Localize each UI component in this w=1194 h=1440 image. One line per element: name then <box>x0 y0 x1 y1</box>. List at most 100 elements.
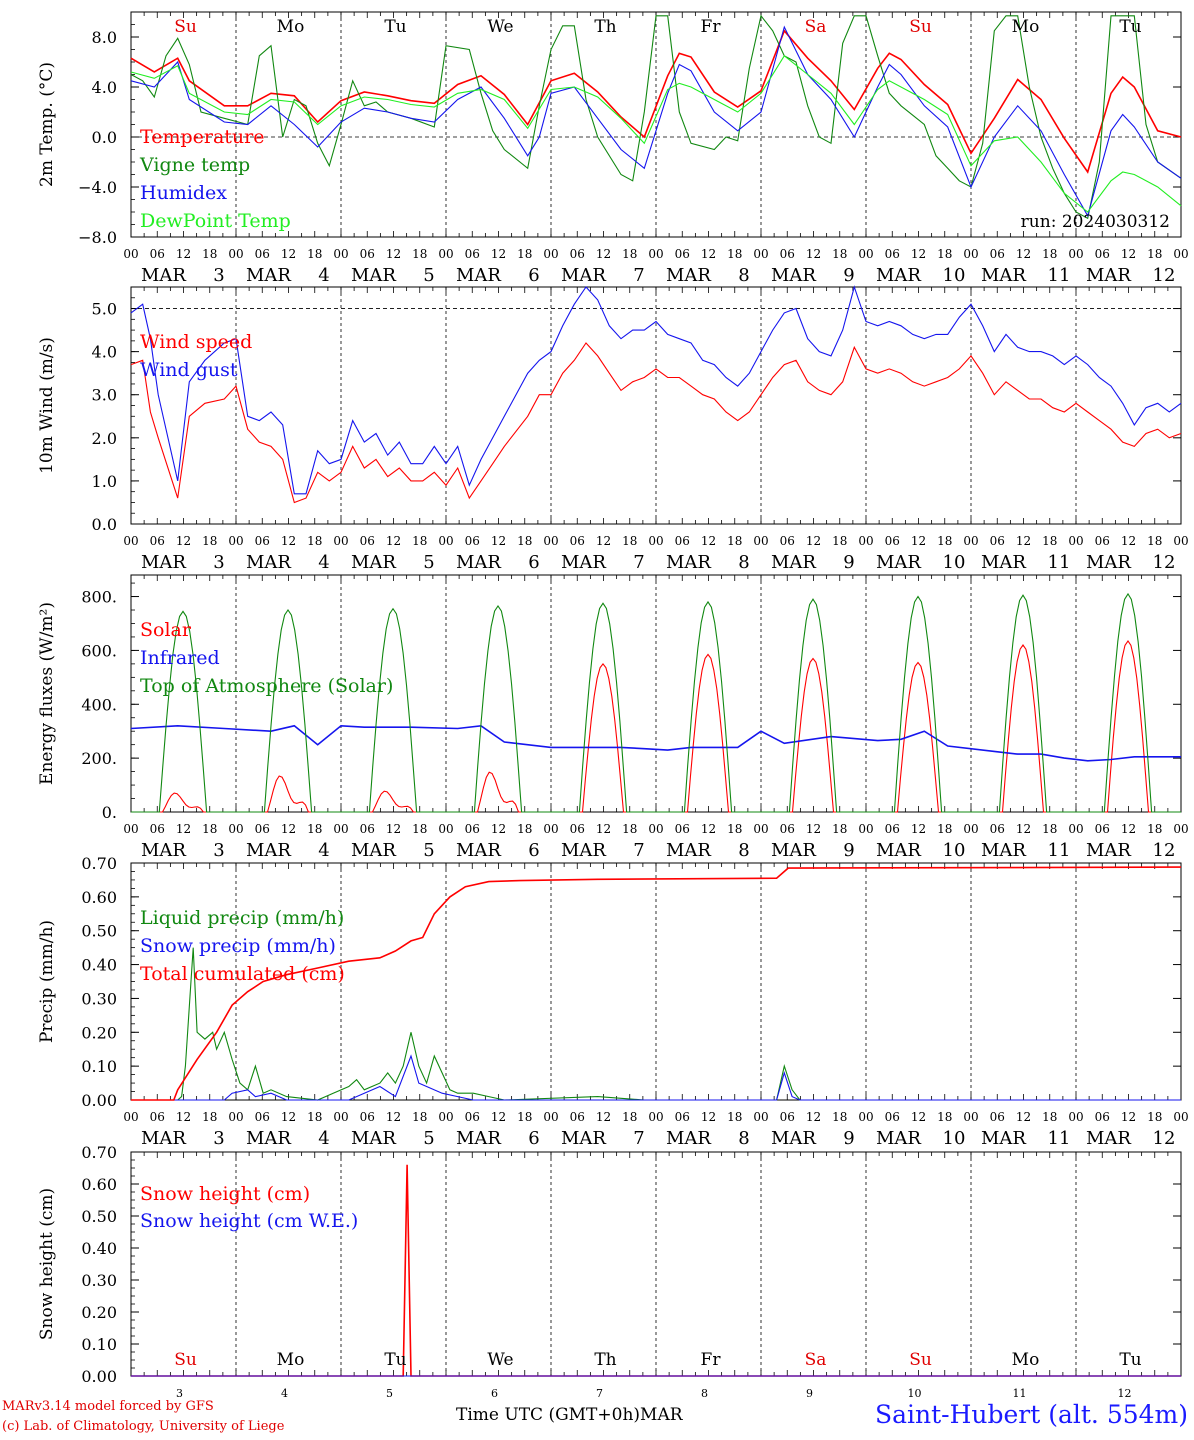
x-month-label: MAR <box>666 840 711 861</box>
x-hour-label: 06 <box>570 1110 585 1124</box>
x-date-label: 11 <box>1048 1128 1071 1149</box>
x-hour-label: 18 <box>202 534 217 548</box>
x-month-label: MAR <box>666 265 711 286</box>
x-hour-label: 06 <box>360 247 375 261</box>
x-hour-label: 12 <box>596 247 611 261</box>
x-month-label: MAR <box>561 840 606 861</box>
series-total-cumulated-cm <box>131 866 1182 1101</box>
x-hour-label: 06 <box>255 534 270 548</box>
x-hour-label: 06 <box>570 534 585 548</box>
x-date-label: 12 <box>1153 840 1176 861</box>
x-hour-label: 12 <box>911 822 926 836</box>
x-hour-label: 06 <box>150 822 165 836</box>
x-hour-label: 00 <box>648 534 663 548</box>
day-label-bottom: Su <box>174 1350 197 1370</box>
x-month-label: MAR <box>771 840 816 861</box>
y-tick-label: 800. <box>81 588 117 607</box>
x-hour-label: 06 <box>570 822 585 836</box>
x-hour-label: 00 <box>438 1110 453 1124</box>
series-dewpoint-temp <box>130 54 1182 213</box>
day-label-top: Sa <box>805 17 827 37</box>
x-axis-title: Time UTC (GMT+0h)MAR <box>456 1405 683 1425</box>
lab-credit: (c) Lab. of Climatology, University of L… <box>2 1419 285 1434</box>
x-hour-label: 06 <box>780 534 795 548</box>
y-axis-label: 10m Wind (m/s) <box>37 337 57 474</box>
x-hour-label: 18 <box>412 247 427 261</box>
x-date-label: 3 <box>213 552 224 573</box>
x-hour-label: 06 <box>675 822 690 836</box>
legend-entry: Top of Atmosphere (Solar) <box>140 675 393 697</box>
x-hour-label: 18 <box>412 534 427 548</box>
x-hour-label: 00 <box>648 247 663 261</box>
x-date-label: 7 <box>633 552 644 573</box>
x-month-label: MAR <box>141 1128 186 1149</box>
x-hour-label: 18 <box>307 247 322 261</box>
y-tick-label: 0.00 <box>81 1367 117 1386</box>
x-hour-label: 12 <box>281 247 296 261</box>
legend-entry: Snow height (cm) <box>140 1183 310 1205</box>
day-label-top: Th <box>594 17 616 37</box>
series-top-of-atmosphere-solar <box>131 592 1181 813</box>
x-date-label: 8 <box>738 840 749 861</box>
day-label-top: Su <box>909 17 932 37</box>
series-humidex <box>130 25 1182 218</box>
x-month-label: MAR <box>456 840 501 861</box>
x-date-label: 7 <box>633 265 644 286</box>
panel-3: 0. 200. 400. 600. 800. Energy fluxes (W/m²) So… <box>37 574 1189 861</box>
x-hour-label: 18 <box>832 1110 847 1124</box>
day-label-top: Fr <box>701 17 722 37</box>
x-hour-label: 12 <box>491 534 506 548</box>
x-hour-label: 18 <box>1042 247 1057 261</box>
x-month-label: MAR <box>456 1128 501 1149</box>
x-hour-label: 00 <box>1173 534 1188 548</box>
x-date-label: 9 <box>843 552 854 573</box>
x-hour-label: 00 <box>543 534 558 548</box>
x-hour-label: 18 <box>1042 1110 1057 1124</box>
x-date-label: 11 <box>1048 840 1071 861</box>
x-hour-label: 00 <box>753 534 768 548</box>
x-hour-label: 18 <box>307 1110 322 1124</box>
x-month-label: MAR <box>1086 552 1131 573</box>
x-hour-label: 00 <box>858 822 873 836</box>
x-hour-label: 12 <box>701 822 716 836</box>
legend-entry: Infrared <box>140 647 220 669</box>
legend-entry: Wind gust <box>140 359 238 381</box>
panel-1: −8.0 −4.0 0.0 4.0 8.0 2m Temp. (°C) Temperatur… <box>37 11 1189 286</box>
legend-entry: Solar <box>140 619 192 641</box>
x-hour-label: 18 <box>1147 1110 1162 1124</box>
y-axis-label: 2m Temp. (°C) <box>37 62 57 187</box>
x-month-label: MAR <box>666 1128 711 1149</box>
x-month-label: MAR <box>981 1128 1026 1149</box>
x-hour-label: 06 <box>780 1110 795 1124</box>
x-month-label: MAR <box>561 265 606 286</box>
x-hour-label: 00 <box>1068 822 1083 836</box>
x-hour-label: 18 <box>517 822 532 836</box>
x-hour-label: 18 <box>1042 822 1057 836</box>
x-hour-label: 00 <box>123 1110 138 1124</box>
x-hour-label: 18 <box>727 247 742 261</box>
x-date-label: 11 <box>1048 265 1071 286</box>
x-hour-label: 12 <box>596 1110 611 1124</box>
series-snow-precip-mm-h <box>131 1054 1181 1101</box>
day-label-top: Mo <box>277 17 305 37</box>
y-tick-label: 0.10 <box>81 1057 117 1076</box>
x-date-label: 9 <box>843 265 854 286</box>
x-hour-label: 18 <box>832 822 847 836</box>
x-month-label: MAR <box>141 840 186 861</box>
y-tick-label: 0.50 <box>81 922 117 941</box>
x-hour-label: 12 <box>806 1110 821 1124</box>
day-label-top: Su <box>174 17 197 37</box>
x-hour-label: 12 <box>806 822 821 836</box>
x-hour-label: 06 <box>255 822 270 836</box>
x-month-label: MAR <box>1086 265 1131 286</box>
x-date-label: 9 <box>843 1128 854 1149</box>
x-month-label: MAR <box>981 840 1026 861</box>
panel-4: 0.00 0.10 0.20 0.30 0.40 0.50 0.60 0.70 Precip (… <box>37 854 1189 1149</box>
x-date-label: 3 <box>213 840 224 861</box>
x-hour-label: 18 <box>937 1110 952 1124</box>
x-hour-label: 06 <box>1095 247 1110 261</box>
x-hour-label: 12 <box>176 1110 191 1124</box>
x-date-label: 11 <box>1048 552 1071 573</box>
x-hour-label: 00 <box>1173 1110 1188 1124</box>
